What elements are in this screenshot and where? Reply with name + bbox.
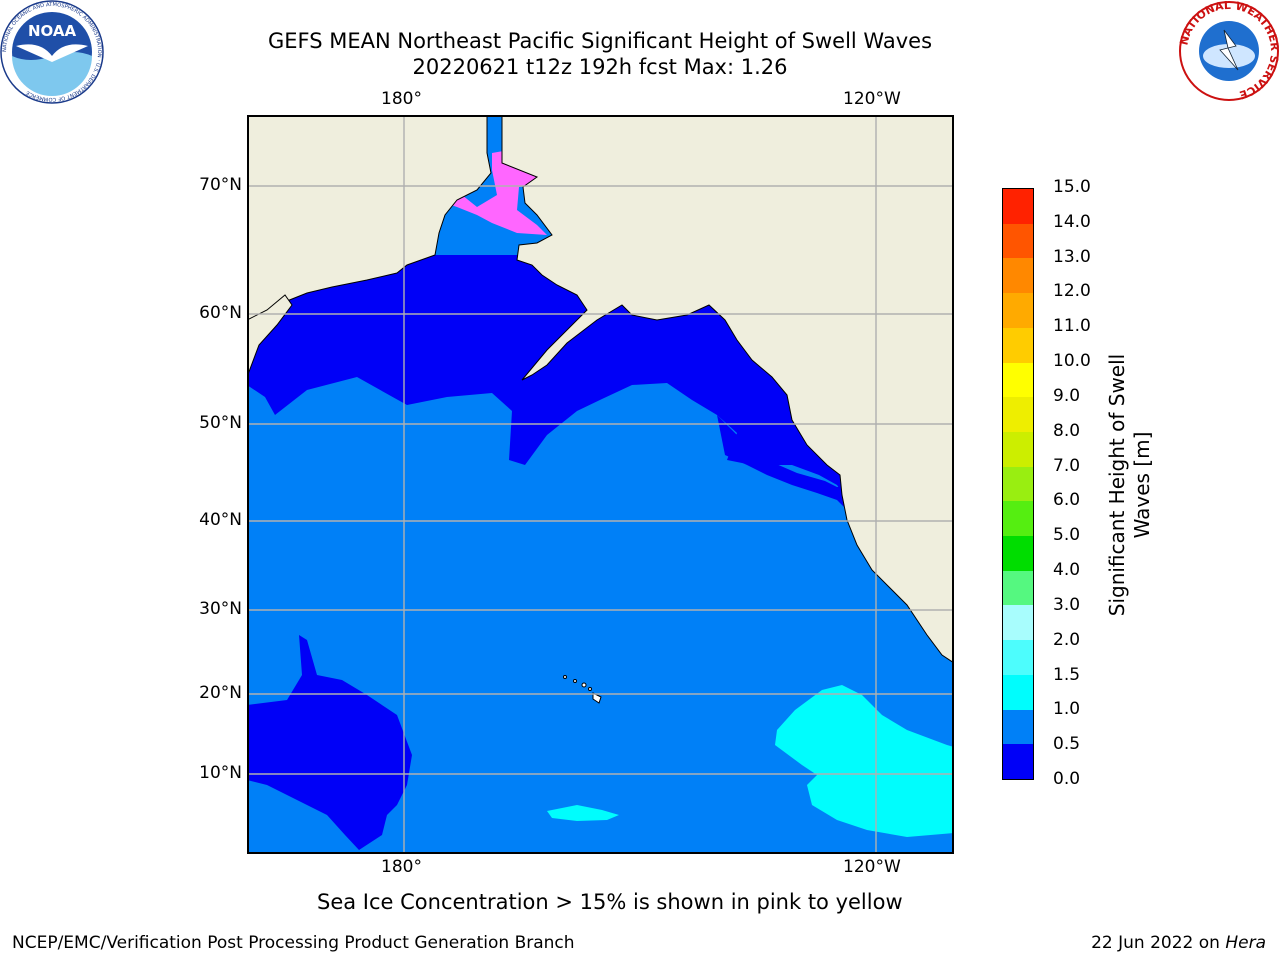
colorbar-title: Significant Height of Swell Waves [m] <box>1105 353 1154 617</box>
chart-subtitle: 20220621 t12z 192h fcst Max: 1.26 <box>412 55 788 79</box>
colorbar-tick-label: 7.0 <box>1053 455 1081 476</box>
colorbar-tick-label: 9.0 <box>1053 385 1081 406</box>
colorbar-tick-label: 2.0 <box>1053 629 1081 650</box>
lat-label-20n: 20°N <box>199 683 242 703</box>
footer-credit: NCEP/EMC/Verification Post Processing Pr… <box>12 933 575 953</box>
lat-label-10n: 10°N <box>199 763 242 783</box>
sea-ice-caption: Sea Ice Concentration > 15% is shown in … <box>317 890 903 914</box>
ocean-cyan-patch <box>547 805 619 821</box>
colorbar-segment <box>1003 189 1033 224</box>
colorbar-segment <box>1003 258 1033 294</box>
colorbar-tick-label: 1.0 <box>1053 699 1081 720</box>
colorbar-segment <box>1003 293 1033 328</box>
colorbar-segment <box>1003 431 1033 467</box>
colorbar-segment <box>1003 223 1033 259</box>
colorbar-tick-label: 3.0 <box>1053 594 1081 615</box>
colorbar-tick-label: 15.0 <box>1053 177 1091 197</box>
colorbar-tick-label: 8.0 <box>1053 420 1081 441</box>
colorbar-segment <box>1003 709 1033 745</box>
ocean-low-shelf <box>717 415 849 510</box>
colorbar-segment <box>1003 362 1033 398</box>
colorbar-segment <box>1003 605 1033 641</box>
colorbar-segment <box>1003 466 1033 502</box>
colorbar-segment <box>1003 327 1033 363</box>
land-north-america <box>501 115 954 664</box>
chart-title: GEFS MEAN Northeast Pacific Significant … <box>267 29 933 53</box>
lat-label-50n: 50°N <box>199 413 242 433</box>
ocean-low-tropics <box>247 635 412 850</box>
colorbar-segment <box>1003 744 1033 779</box>
hawaii-islands <box>563 675 602 704</box>
colorbar-segment <box>1003 501 1033 537</box>
colorbar-tick-label: 13.0 <box>1053 246 1091 267</box>
colorbar-segment <box>1003 570 1033 606</box>
noaa-logo: NATIONAL OCEANIC AND ATMOSPHERIC ADMINIS… <box>0 0 104 104</box>
colorbar-tick-label: 1.5 <box>1053 664 1081 685</box>
lat-label-30n: 30°N <box>199 599 242 619</box>
ocean-low-north <box>247 255 847 500</box>
colorbar-tick-label: 11.0 <box>1053 316 1091 337</box>
colorbar-segment <box>1003 536 1033 571</box>
colorbar-tick-label: 10.0 <box>1053 351 1091 372</box>
lon-label-top-180: 180° <box>381 89 422 109</box>
graticule <box>247 115 954 854</box>
colorbar-tick-label: 6.0 <box>1053 490 1081 511</box>
map-frame <box>247 115 954 854</box>
colorbar-tick-label: 14.0 <box>1053 211 1091 232</box>
colorbar-segment <box>1003 397 1033 432</box>
map-panel <box>247 115 954 854</box>
ocean-cyan-east <box>775 685 954 837</box>
colorbar-tick-label: 0.0 <box>1053 769 1081 789</box>
colorbar <box>1002 188 1034 780</box>
noaa-text: NOAA <box>28 22 77 40</box>
lat-label-70n: 70°N <box>199 175 242 195</box>
nws-logo: NATIONAL WEATHER SERVICE <box>1178 0 1280 102</box>
footer-date-text: 22 Jun 2022 on <box>1091 933 1226 953</box>
lon-label-top-120w: 120°W <box>843 89 901 109</box>
lon-label-bottom-120w: 120°W <box>843 857 901 877</box>
footer-date: 22 Jun 2022 on Hera <box>1091 933 1266 953</box>
lat-label-40n: 40°N <box>199 510 242 530</box>
footer-host: Hera <box>1225 933 1266 953</box>
colorbar-tick-label: 12.0 <box>1053 281 1091 302</box>
colorbar-tick-label: 4.0 <box>1053 560 1081 581</box>
lon-label-bottom-180: 180° <box>381 857 422 877</box>
colorbar-segment <box>1003 674 1033 710</box>
lat-label-60n: 60°N <box>199 303 242 323</box>
colorbar-tick-label: 5.0 <box>1053 525 1081 546</box>
colorbar-tick-label: 0.5 <box>1053 734 1081 755</box>
colorbar-segment <box>1003 640 1033 675</box>
